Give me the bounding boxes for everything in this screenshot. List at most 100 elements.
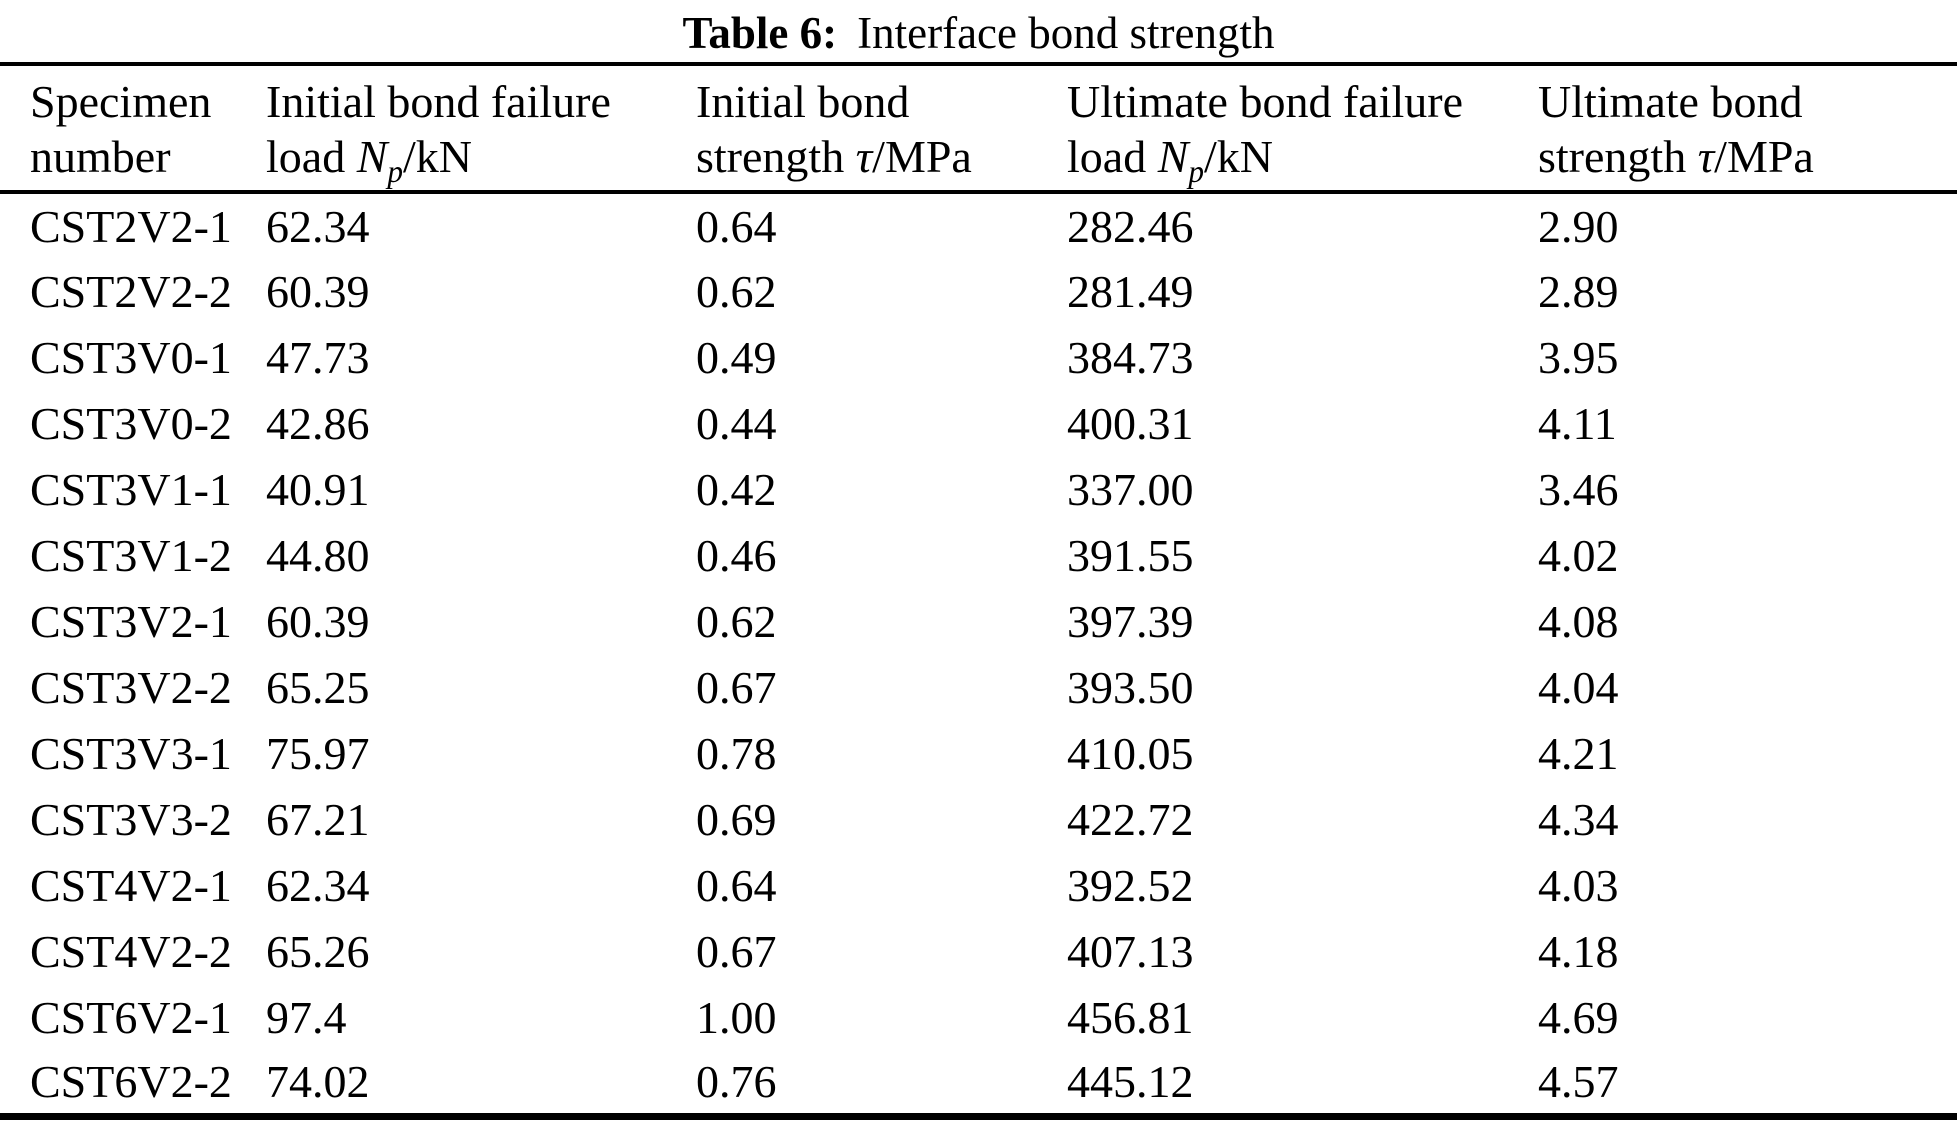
cell-initial-bond-failure-load: 40.91: [266, 463, 370, 515]
cell-ultimate-bond-strength: 4.21: [1538, 727, 1619, 779]
cell-initial-bond-strength: 0.44: [696, 397, 777, 449]
math-symbol: N: [356, 131, 388, 182]
cell-initial-bond-strength: 0.69: [696, 793, 777, 845]
math-subscript: p: [1188, 154, 1205, 190]
cell-ultimate-bond-strength: 4.18: [1538, 925, 1619, 977]
table-row: CST2V2-1 62.34 0.64 282.46 2.90: [0, 192, 1957, 258]
math-symbol: N: [1157, 131, 1189, 182]
column-header-initial-bond-failure-load: Initial bond failure load Np/kN: [266, 64, 696, 194]
cell-ultimate-bond-failure-load: 282.46: [1067, 200, 1194, 252]
cell-initial-bond-failure-load: 74.02: [266, 1055, 370, 1107]
cell-initial-bond-failure-load: 47.73: [266, 331, 370, 383]
cell-initial-bond-strength: 0.78: [696, 727, 777, 779]
cell-specimen-number: CST2V2-1: [30, 200, 232, 252]
cell-initial-bond-strength: 0.46: [696, 529, 777, 581]
table-caption-text: Interface bond strength: [857, 8, 1275, 58]
cell-specimen-number: CST3V3-2: [30, 793, 232, 845]
cell-initial-bond-failure-load: 65.26: [266, 925, 370, 977]
header-line: Ultimate bond failure: [1067, 76, 1463, 127]
header-line: strength τ/MPa: [696, 131, 972, 182]
cell-initial-bond-failure-load: 97.4: [266, 991, 347, 1043]
table-row: CST6V2-2 74.02 0.76 445.12 4.57: [0, 1050, 1957, 1116]
table-row: CST3V1-2 44.80 0.46 391.55 4.02: [0, 522, 1957, 588]
column-header-ultimate-bond-strength: Ultimate bond strength τ/MPa: [1538, 64, 1957, 194]
cell-ultimate-bond-strength: 4.03: [1538, 859, 1619, 911]
table-row: CST4V2-1 62.34 0.64 392.52 4.03: [0, 852, 1957, 918]
cell-ultimate-bond-strength: 4.08: [1538, 595, 1619, 647]
table-row: CST3V0-1 47.73 0.49 384.73 3.95: [0, 324, 1957, 390]
cell-specimen-number: CST4V2-2: [30, 925, 232, 977]
table-caption-label: Table 6:: [682, 8, 838, 58]
table-row: CST3V3-1 75.97 0.78 410.05 4.21: [0, 720, 1957, 786]
table-row: CST2V2-2 60.39 0.62 281.49 2.89: [0, 258, 1957, 324]
cell-specimen-number: CST6V2-2: [30, 1055, 232, 1107]
cell-initial-bond-failure-load: 44.80: [266, 529, 370, 581]
cell-ultimate-bond-failure-load: 445.12: [1067, 1055, 1194, 1107]
cell-initial-bond-failure-load: 75.97: [266, 727, 370, 779]
header-line: load Np/kN: [1067, 131, 1274, 190]
cell-ultimate-bond-failure-load: 391.55: [1067, 529, 1194, 581]
cell-ultimate-bond-strength: 3.95: [1538, 331, 1619, 383]
header-line: Initial bond failure: [266, 76, 611, 127]
cell-initial-bond-failure-load: 60.39: [266, 595, 370, 647]
cell-ultimate-bond-failure-load: 384.73: [1067, 331, 1194, 383]
cell-specimen-number: CST3V0-2: [30, 397, 232, 449]
cell-ultimate-bond-strength: 3.46: [1538, 463, 1619, 515]
cell-ultimate-bond-failure-load: 456.81: [1067, 991, 1194, 1043]
cell-ultimate-bond-failure-load: 400.31: [1067, 397, 1194, 449]
table-caption: Table 6: Interface bond strength: [0, 0, 1957, 62]
cell-ultimate-bond-failure-load: 337.00: [1067, 463, 1194, 515]
table-body: CST2V2-1 62.34 0.64 282.46 2.90 CST2V2-2 60.39…: [0, 192, 1957, 1116]
cell-ultimate-bond-failure-load: 392.52: [1067, 859, 1194, 911]
cell-ultimate-bond-strength: 4.34: [1538, 793, 1619, 845]
cell-specimen-number: CST2V2-2: [30, 265, 232, 317]
cell-specimen-number: CST3V1-2: [30, 529, 232, 581]
cell-initial-bond-failure-load: 42.86: [266, 397, 370, 449]
cell-initial-bond-strength: 0.64: [696, 200, 777, 252]
column-header-ultimate-bond-failure-load: Ultimate bond failure load Np/kN: [1067, 64, 1538, 194]
header-line: strength τ/MPa: [1538, 131, 1814, 182]
cell-ultimate-bond-failure-load: 281.49: [1067, 265, 1194, 317]
cell-initial-bond-strength: 0.62: [696, 265, 777, 317]
cell-ultimate-bond-failure-load: 393.50: [1067, 661, 1194, 713]
cell-initial-bond-strength: 0.76: [696, 1055, 777, 1107]
cell-initial-bond-failure-load: 62.34: [266, 859, 370, 911]
math-symbol: τ: [855, 131, 873, 182]
cell-initial-bond-strength: 1.00: [696, 991, 777, 1043]
math-subscript: p: [387, 154, 404, 190]
cell-ultimate-bond-failure-load: 397.39: [1067, 595, 1194, 647]
cell-initial-bond-strength: 0.62: [696, 595, 777, 647]
table-row: CST3V2-2 65.25 0.67 393.50 4.04: [0, 654, 1957, 720]
cell-specimen-number: CST3V0-1: [30, 331, 232, 383]
header-line: Initial bond: [696, 76, 910, 127]
cell-initial-bond-strength: 0.42: [696, 463, 777, 515]
column-header-specimen-number: Specimen number: [0, 64, 266, 194]
header-line: Ultimate bond: [1538, 76, 1803, 127]
table-header: Specimen number Initial bond failure loa…: [0, 64, 1957, 194]
table-row: CST6V2-1 97.4 1.00 456.81 4.69: [0, 984, 1957, 1050]
header-line: number: [30, 131, 171, 182]
cell-ultimate-bond-strength: 4.11: [1538, 397, 1617, 449]
table-row: CST3V3-2 67.21 0.69 422.72 4.34: [0, 786, 1957, 852]
header-line: load Np/kN: [266, 131, 473, 190]
cell-ultimate-bond-failure-load: 407.13: [1067, 925, 1194, 977]
cell-ultimate-bond-strength: 4.69: [1538, 991, 1619, 1043]
table-header-row: Specimen number Initial bond failure loa…: [0, 64, 1957, 194]
cell-initial-bond-failure-load: 62.34: [266, 200, 370, 252]
cell-specimen-number: CST6V2-1: [30, 991, 232, 1043]
math-symbol: τ: [1697, 131, 1715, 182]
cell-initial-bond-strength: 0.67: [696, 661, 777, 713]
table-row: CST3V2-1 60.39 0.62 397.39 4.08: [0, 588, 1957, 654]
cell-initial-bond-strength: 0.64: [696, 859, 777, 911]
cell-ultimate-bond-strength: 4.04: [1538, 661, 1619, 713]
cell-specimen-number: CST3V1-1: [30, 463, 232, 515]
table-row: CST4V2-2 65.26 0.67 407.13 4.18: [0, 918, 1957, 984]
column-header-initial-bond-strength: Initial bond strength τ/MPa: [696, 64, 1067, 194]
table-row: CST3V0-2 42.86 0.44 400.31 4.11: [0, 390, 1957, 456]
cell-ultimate-bond-strength: 4.57: [1538, 1055, 1619, 1107]
cell-ultimate-bond-failure-load: 422.72: [1067, 793, 1194, 845]
cell-specimen-number: CST3V2-1: [30, 595, 232, 647]
cell-initial-bond-failure-load: 65.25: [266, 661, 370, 713]
bond-strength-table: Specimen number Initial bond failure loa…: [0, 62, 1957, 1120]
cell-ultimate-bond-failure-load: 410.05: [1067, 727, 1194, 779]
